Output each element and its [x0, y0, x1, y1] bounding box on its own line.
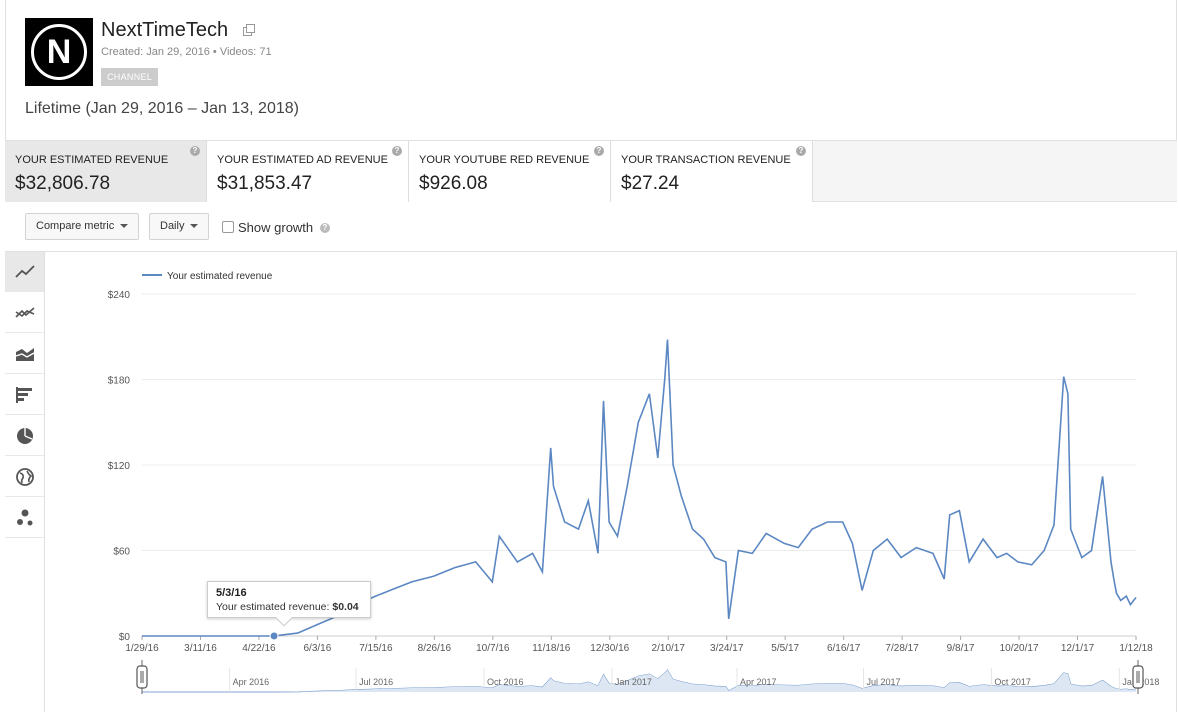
bar-chart-icon	[16, 387, 32, 403]
y-tick-label: $120	[108, 461, 131, 472]
navigator-tick-label: Apr 2016	[233, 677, 270, 687]
x-tick-label: 5/5/17	[771, 643, 799, 654]
chart-tooltip: 5/3/16 Your estimated revenue: $0.04	[207, 581, 371, 627]
date-range: Lifetime (Jan 29, 2016 – Jan 13, 2018)	[25, 100, 299, 117]
channel-header: N NextTimeTech Created: Jan 29, 2016 • V…	[0, 0, 1178, 140]
x-tick-label: 12/1/17	[1061, 643, 1095, 654]
x-tick-label: 7/28/17	[885, 643, 919, 654]
metric-tabs: YOUR ESTIMATED REVENUE $32,806.78 ? YOUR…	[5, 140, 1177, 202]
chevron-down-icon	[120, 224, 129, 229]
metric-label: YOUR ESTIMATED AD REVENUE	[217, 154, 388, 166]
metric-tab-transaction-revenue[interactable]: YOUR TRANSACTION REVENUE $27.24 ?	[611, 141, 813, 202]
navigator-tick-label: Oct 2016	[487, 677, 524, 687]
metric-tab-youtube-red-revenue[interactable]: YOUR YOUTUBE RED REVENUE $926.08 ?	[409, 141, 611, 202]
x-axis-ticks: 1/29/16 3/11/16 4/22/16 6/3/16 7/15/16 8/26/1…	[125, 636, 1153, 654]
help-icon[interactable]: ?	[392, 146, 402, 156]
channel-badge: CHANNEL	[101, 68, 159, 86]
legend-label: Your estimated revenue	[167, 271, 273, 282]
x-tick-label: 7/15/16	[359, 643, 393, 654]
chart-canvas: $0 $60 $120 $180 $240 1/29/16 3/11/16 4/22/16 6…	[108, 271, 1159, 697]
tooltip-value: $0.04	[332, 601, 359, 613]
channel-name[interactable]: NextTimeTech	[101, 19, 229, 41]
metric-tab-ad-revenue[interactable]: YOUR ESTIMATED AD REVENUE $31,853.47 ?	[207, 141, 409, 202]
compare-metric-label: Compare metric	[36, 220, 115, 232]
metric-value: $27.24	[621, 173, 680, 194]
navigator-handle-right[interactable]	[1132, 660, 1144, 694]
bubble-chart-icon	[17, 509, 33, 526]
x-tick-label: 10/20/17	[1000, 643, 1039, 654]
x-tick-label: 1/29/16	[125, 643, 159, 654]
y-axis-ticks: $0 $60 $120 $180 $240	[108, 290, 131, 643]
avatar-logo: N	[31, 24, 87, 80]
chart-grid	[142, 293, 1136, 637]
navigator[interactable]: Apr 2016 Jul 2016 Oct 2016 Jan 2017 Apr 2017…	[136, 660, 1159, 697]
x-tick-label: 1/12/18	[1119, 643, 1153, 654]
chart-type-bar[interactable]	[5, 375, 44, 415]
x-tick-label: 2/10/17	[652, 643, 686, 654]
channel-avatar[interactable]: N	[25, 18, 93, 86]
chart-type-map[interactable]	[5, 457, 44, 497]
pie-chart-icon	[17, 428, 33, 444]
metric-tab-estimated-revenue[interactable]: YOUR ESTIMATED REVENUE $32,806.78 ?	[5, 141, 207, 202]
chart-type-line[interactable]	[5, 252, 44, 292]
navigator-tick-label: Jan 2017	[615, 677, 652, 687]
navigator-tick-label: Jul 2017	[867, 677, 901, 687]
x-tick-label: 8/26/16	[418, 643, 452, 654]
y-tick-label: $240	[108, 290, 131, 301]
help-icon[interactable]: ?	[594, 146, 604, 156]
compare-metric-button[interactable]: Compare metric	[25, 213, 140, 240]
navigator-series-area	[142, 670, 1136, 692]
line-chart-icon	[15, 265, 35, 278]
x-tick-label: 6/16/17	[827, 643, 861, 654]
hover-point	[269, 631, 279, 641]
metric-label: YOUR TRANSACTION REVENUE	[621, 154, 791, 166]
x-tick-label: 6/3/16	[304, 643, 332, 654]
metric-value: $926.08	[419, 173, 488, 194]
metric-value: $32,806.78	[15, 173, 111, 194]
help-icon[interactable]: ?	[190, 146, 200, 156]
chart-type-multi-line[interactable]	[5, 293, 44, 333]
metric-value: $31,853.47	[217, 173, 313, 194]
x-tick-label: 10/7/16	[476, 643, 510, 654]
series-line-estimated-revenue	[142, 339, 1137, 637]
tooltip-date: 5/3/16	[216, 587, 247, 599]
chart-type-sidebar	[5, 252, 45, 712]
tooltip-label: Your estimated revenue:	[216, 601, 330, 613]
right-border	[1176, 0, 1177, 712]
show-growth-checkbox[interactable]	[222, 221, 234, 233]
navigator-tick-label: Jul 2016	[359, 677, 393, 687]
external-link-icon[interactable]	[243, 24, 255, 36]
chart-legend[interactable]: Your estimated revenue	[142, 271, 273, 282]
map-icon	[16, 468, 34, 486]
y-tick-label: $60	[113, 547, 130, 558]
chart-type-bubble[interactable]	[5, 498, 44, 538]
channel-meta: Created: Jan 29, 2016 • Videos: 71	[101, 46, 272, 58]
navigator-tick-label: Oct 2017	[994, 677, 1031, 687]
y-tick-label: $0	[119, 632, 131, 643]
tooltip-text: Your estimated revenue: $0.04	[216, 601, 362, 613]
help-icon[interactable]: ?	[320, 223, 330, 233]
navigator-handle-left[interactable]	[136, 660, 148, 694]
help-icon[interactable]: ?	[796, 146, 806, 156]
x-tick-label: 9/8/17	[947, 643, 975, 654]
show-growth-label[interactable]: Show growth	[238, 220, 314, 235]
interval-dropdown[interactable]: Daily	[149, 213, 210, 240]
x-tick-label: 11/18/16	[532, 643, 571, 654]
x-tick-label: 3/24/17	[710, 643, 744, 654]
x-tick-label: 3/11/16	[184, 643, 217, 654]
interval-label: Daily	[160, 220, 185, 232]
y-tick-label: $180	[108, 376, 131, 387]
chevron-down-icon	[190, 224, 199, 229]
metric-label: YOUR ESTIMATED REVENUE	[15, 154, 169, 166]
chart-type-pie[interactable]	[5, 416, 44, 456]
chart-type-stacked-area[interactable]	[5, 334, 44, 374]
navigator-tick-label: Apr 2017	[740, 677, 777, 687]
multi-line-chart-icon	[15, 307, 35, 318]
revenue-chart[interactable]: $0 $60 $120 $180 $240 1/29/16 3/11/16 4/22/16 6…	[46, 252, 1176, 712]
x-tick-label: 4/22/16	[242, 643, 276, 654]
x-tick-label: 12/30/16	[590, 643, 629, 654]
chart-controls: Compare metric Daily Show growth ?	[5, 202, 1177, 252]
metric-label: YOUR YOUTUBE RED REVENUE	[419, 154, 590, 166]
stacked-area-icon	[15, 348, 35, 361]
